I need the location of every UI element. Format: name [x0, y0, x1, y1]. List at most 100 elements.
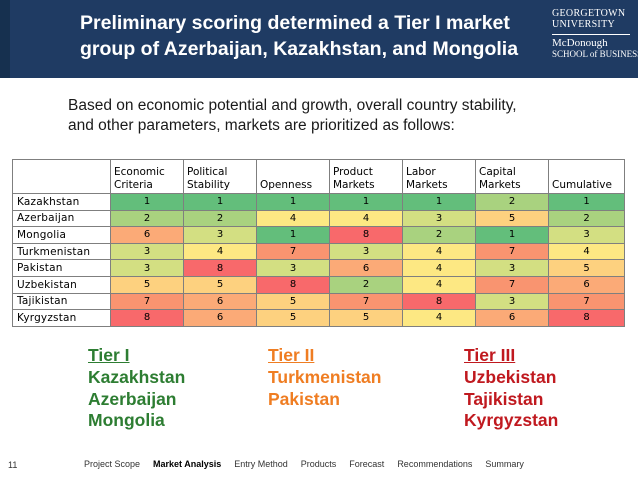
footer-section-nav: Project Scope Market Analysis Entry Meth… [84, 459, 524, 469]
score-cell: 8 [329, 226, 403, 244]
intro-line-1: Based on economic potential and growth, … [68, 97, 517, 114]
score-cell: 3 [183, 226, 257, 244]
score-cell: 6 [110, 226, 184, 244]
country-cell: Pakistan [12, 259, 111, 277]
intro-text: Based on economic potential and growth, … [68, 96, 608, 136]
tier-2-title: Tier II [268, 345, 315, 365]
score-cell: 3 [110, 242, 184, 261]
score-cell: 8 [183, 259, 257, 277]
slide-title-line-2: group of Azerbaijan, Kazakhstan, and Mon… [80, 38, 519, 60]
market-scoring-table: Economic Criteria Political Stability Open… [12, 159, 625, 327]
logo-divider [552, 34, 630, 35]
score-cell: 8 [256, 275, 330, 294]
score-cell: 1 [256, 193, 330, 211]
country-cell: Uzbekistan [12, 275, 111, 294]
tier-2-country: Turkmenistan [268, 366, 382, 387]
score-cell: 3 [475, 292, 549, 311]
score-cell: 4 [402, 309, 476, 327]
score-cell: 1 [548, 193, 625, 211]
score-cell: 5 [256, 292, 330, 311]
tier-2-country: Pakistan [268, 388, 340, 409]
nav-item-recommendations[interactable]: Recommendations [397, 459, 473, 469]
score-cell: 4 [256, 209, 330, 228]
score-cell: 2 [475, 193, 549, 211]
table-row: Pakistan 3 8 3 6 4 3 5 [12, 259, 625, 277]
score-cell: 6 [475, 309, 549, 327]
tier-3-title: Tier III [464, 345, 516, 365]
tier-3-group: Tier III Uzbekistan Tajikistan Kyrgyzsta… [464, 345, 558, 432]
nav-item-forecast[interactable]: Forecast [349, 459, 385, 469]
table-corner-cell [12, 159, 111, 194]
nav-item-market-analysis[interactable]: Market Analysis [153, 459, 222, 469]
table-row: Kyrgyzstan 8 6 5 5 4 6 8 [12, 309, 625, 327]
tier-1-country: Azerbaijan [88, 388, 177, 409]
table-body: Kazakhstan 1 1 1 1 1 2 1 Azerbaijan 2 2 4 4 3 5 2 Mongol… [12, 193, 625, 327]
score-cell: 1 [183, 193, 257, 211]
score-cell: 2 [110, 209, 184, 228]
score-cell: 8 [110, 309, 184, 327]
score-cell: 2 [329, 275, 403, 294]
header-accent-bar [0, 0, 10, 78]
country-cell: Turkmenistan [12, 242, 111, 261]
score-cell: 1 [402, 193, 476, 211]
table-row: Turkmenistan 3 4 7 3 4 7 4 [12, 242, 625, 261]
score-cell: 5 [183, 275, 257, 294]
score-cell: 3 [402, 209, 476, 228]
slide-title-line-1: Preliminary scoring determined a Tier I … [80, 12, 510, 34]
tier-1-country: Kazakhstan [88, 366, 186, 387]
nav-item-products[interactable]: Products [300, 459, 337, 469]
score-cell: 6 [183, 292, 257, 311]
table-row: Tajikistan 7 6 5 7 8 3 7 [12, 292, 625, 311]
nav-item-entry-method[interactable]: Entry Method [234, 459, 288, 469]
tier-1-group: Tier I Kazakhstan Azerbaijan Mongolia [88, 345, 185, 432]
score-cell: 4 [402, 259, 476, 277]
country-cell: Tajikistan [12, 292, 111, 311]
score-cell: 6 [183, 309, 257, 327]
score-cell: 1 [329, 193, 403, 211]
table-row: Azerbaijan 2 2 4 4 3 5 2 [12, 209, 625, 228]
score-cell: 5 [256, 309, 330, 327]
score-cell: 1 [110, 193, 184, 211]
column-header: Capital Markets [475, 159, 549, 194]
nav-item-summary[interactable]: Summary [485, 459, 524, 469]
score-cell: 4 [402, 242, 476, 261]
score-cell: 2 [548, 209, 625, 228]
score-cell: 7 [329, 292, 403, 311]
score-cell: 3 [475, 259, 549, 277]
score-cell: 7 [475, 242, 549, 261]
nav-item-project-scope[interactable]: Project Scope [84, 459, 141, 469]
score-cell: 5 [110, 275, 184, 294]
score-cell: 3 [256, 259, 330, 277]
score-cell: 5 [475, 209, 549, 228]
georgetown-mcdonough-logo: GEORGETOWN UNIVERSITY McDonough SCHOOL o… [552, 6, 638, 72]
score-cell: 3 [548, 226, 625, 244]
column-header: Political Stability [183, 159, 257, 194]
score-cell: 4 [329, 209, 403, 228]
slide-footer: 11 Project Scope Market Analysis Entry M… [0, 452, 638, 479]
logo-line-1: GEORGETOWN [552, 8, 626, 19]
intro-line-2: and other parameters, markets are priori… [68, 117, 455, 134]
tier-1-country: Mongolia [88, 410, 165, 431]
score-cell: 5 [329, 309, 403, 327]
logo-line-2: UNIVERSITY [552, 19, 615, 30]
table-header-row: Economic Criteria Political Stability Open… [12, 159, 625, 194]
country-cell: Azerbaijan [12, 209, 111, 228]
slide-header: Preliminary scoring determined a Tier I … [0, 0, 638, 78]
score-cell: 7 [110, 292, 184, 311]
column-header: Product Markets [329, 159, 403, 194]
tier-3-country: Tajikistan [464, 388, 544, 409]
score-cell: 8 [548, 309, 625, 327]
score-cell: 4 [548, 242, 625, 261]
column-header: Cumulative [548, 159, 625, 194]
score-cell: 6 [329, 259, 403, 277]
logo-line-3: McDonough [552, 37, 608, 49]
column-header: Labor Markets [402, 159, 476, 194]
country-cell: Mongolia [12, 226, 111, 244]
tier-1-title: Tier I [88, 345, 130, 365]
page-number: 11 [8, 460, 18, 470]
score-cell: 5 [548, 259, 625, 277]
score-cell: 1 [475, 226, 549, 244]
score-cell: 2 [402, 226, 476, 244]
column-header: Openness [256, 159, 330, 194]
score-cell: 7 [475, 275, 549, 294]
